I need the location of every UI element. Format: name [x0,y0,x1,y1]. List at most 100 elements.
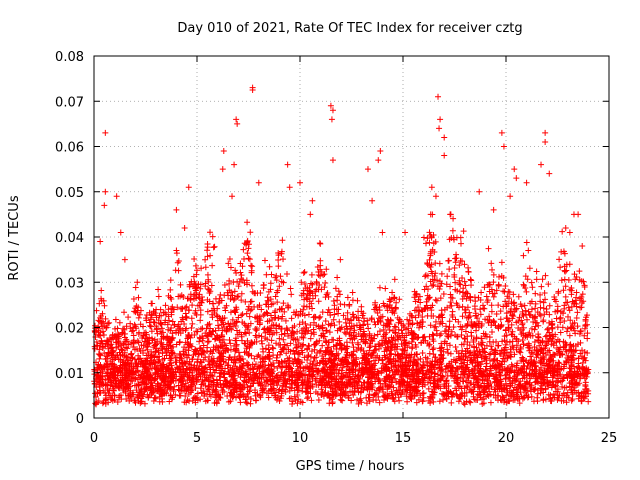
data-point [211,243,218,250]
data-point [308,271,315,278]
data-point [282,386,289,393]
data-point [547,370,554,377]
data-point [267,361,274,368]
data-point [391,323,398,330]
data-point [550,391,557,398]
data-point [564,389,571,396]
data-point [461,278,468,285]
data-point [120,341,127,348]
data-point [396,380,403,387]
data-point [121,330,128,337]
data-point [136,311,143,318]
data-point [430,332,437,339]
data-point [121,352,128,359]
data-point [177,366,184,373]
data-point [177,392,184,399]
data-point [523,389,530,396]
data-point [452,368,459,375]
data-point [410,331,417,338]
data-point [186,307,193,314]
data-point [100,332,107,339]
data-point [477,311,484,318]
data-point [331,311,338,318]
data-point [125,314,132,321]
data-point [555,375,562,382]
data-point [457,240,464,247]
data-point [463,389,470,396]
data-point [196,295,203,302]
data-point [299,385,306,392]
data-point [363,350,370,357]
data-point [546,336,553,343]
data-point [114,399,121,405]
data-point [183,351,190,358]
data-point [279,237,286,244]
data-point [245,255,252,262]
data-point [516,348,523,355]
data-point [145,394,152,401]
data-point [486,338,493,345]
data-point [518,365,525,372]
data-point [412,298,419,305]
data-point [278,331,285,338]
data-point [159,350,166,357]
data-point [158,393,165,400]
data-point [343,345,350,352]
data-point [377,314,384,321]
data-point [346,381,353,388]
data-point [485,245,492,252]
data-point [300,365,307,372]
data-point [337,256,344,263]
data-point [211,379,218,386]
data-point [228,390,235,397]
data-point [401,337,408,344]
data-point [398,366,405,373]
data-point [200,342,207,349]
data-point [210,244,217,251]
data-point [285,332,292,339]
data-point [386,356,393,363]
data-point [464,333,471,340]
data-point [231,369,238,376]
data-point [282,369,289,376]
data-point [335,355,342,362]
data-point [148,328,155,335]
data-point [175,267,182,274]
data-point [99,400,106,407]
data-point [236,368,243,375]
data-point [289,401,296,408]
data-point [557,371,564,378]
data-point [233,394,240,401]
data-point [375,357,382,364]
data-point [148,311,155,318]
data-point [243,330,250,337]
data-point [376,284,383,291]
data-point [531,315,538,322]
data-point [121,349,128,356]
data-point [354,297,361,304]
data-point [283,271,290,278]
data-point [211,336,218,343]
data-point [404,316,411,323]
data-point [180,381,187,388]
data-point [315,298,322,305]
data-point [251,355,258,362]
data-point [243,362,250,369]
data-point [448,399,455,406]
data-point [282,375,289,382]
data-point [310,319,317,326]
data-point [540,299,547,306]
data-point [230,279,237,286]
data-point [102,389,109,396]
data-point [371,362,378,369]
data-point [576,276,583,283]
data-point [462,328,469,335]
data-point [195,366,202,373]
data-point [176,369,183,376]
data-point [110,335,117,342]
data-point [147,372,154,379]
data-point [500,288,507,295]
data-point [179,378,186,385]
data-point [268,312,275,319]
